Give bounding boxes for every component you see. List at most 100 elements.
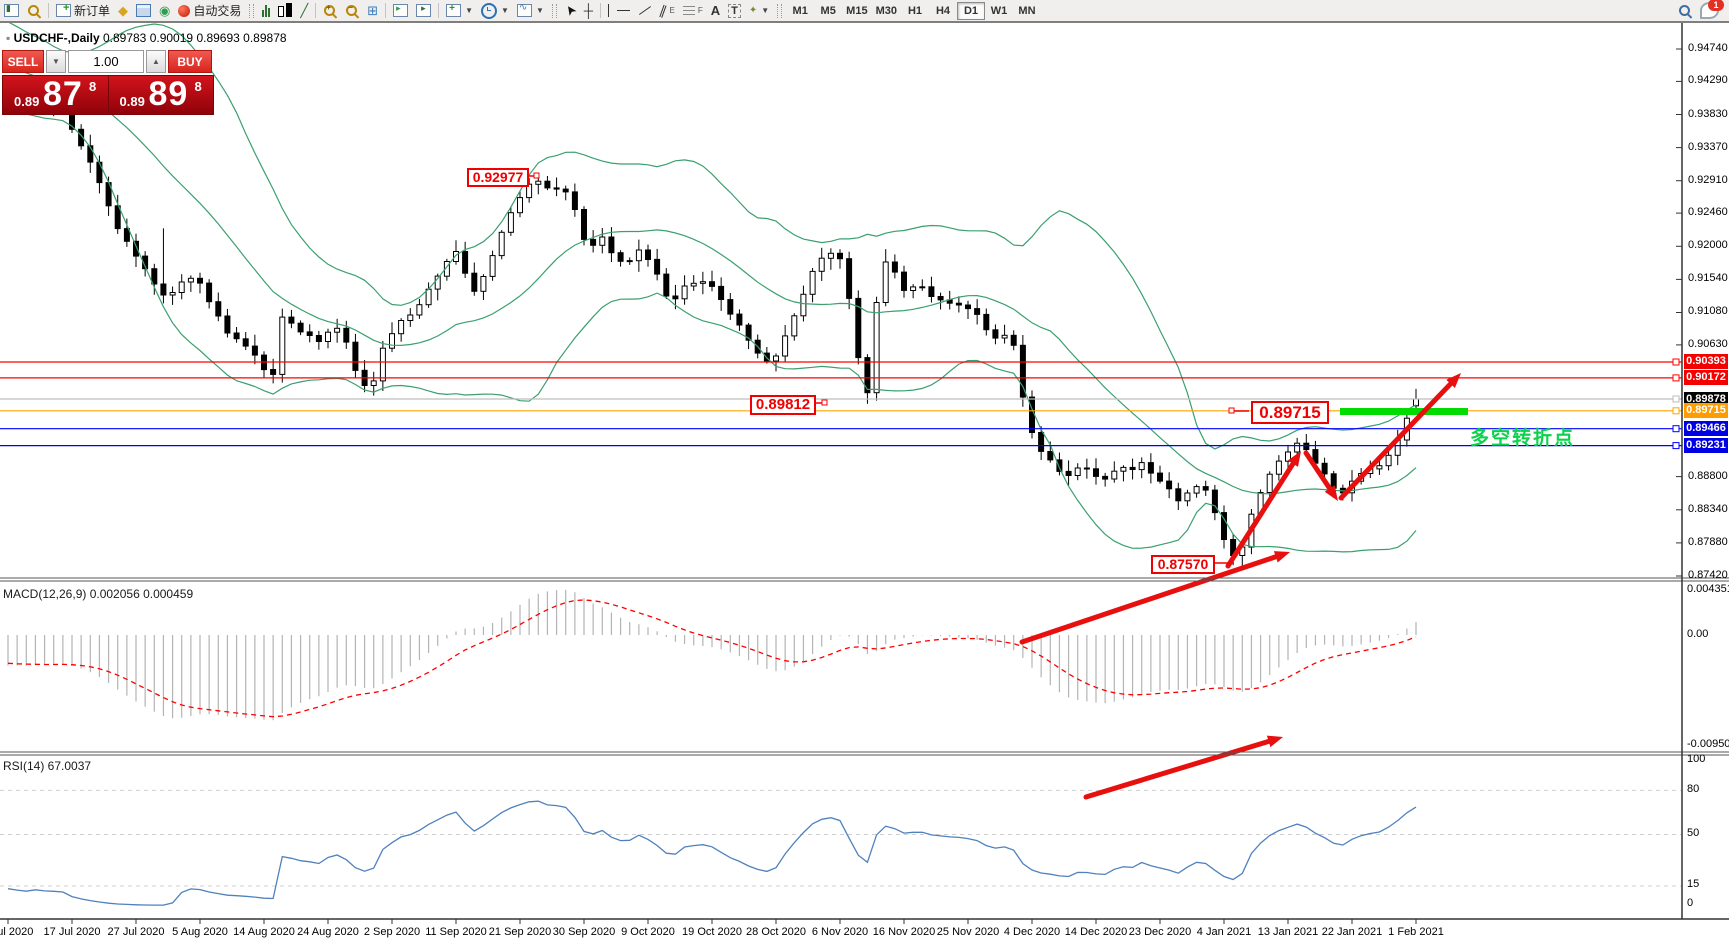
buy-quote[interactable]: 0.89 89 8 <box>109 75 214 114</box>
trendline-tool-button[interactable] <box>634 1 656 20</box>
vertical-line-icon <box>608 4 609 17</box>
cursor-tool-button[interactable]: ➤ <box>561 1 580 20</box>
news-button[interactable]: ◉ <box>155 1 174 20</box>
sell-button[interactable]: SELL <box>2 50 44 73</box>
new-chart-button[interactable]: ▮ <box>0 1 23 20</box>
line-chart-icon: ╱ <box>300 3 309 18</box>
rsi-scale-label: 80 <box>1687 783 1700 795</box>
price-badge: 0.89715 <box>1684 403 1728 418</box>
volume-input[interactable]: 1.00 <box>68 50 144 73</box>
chart-window-icon: ▮ <box>4 3 19 17</box>
notification-badge: 1 <box>1708 0 1724 11</box>
vline-tool-button[interactable] <box>604 1 613 20</box>
label-tool-button[interactable]: T <box>724 1 745 20</box>
volume-up-button[interactable]: ▲ <box>146 50 166 73</box>
add-indicator-icon: + <box>446 3 462 17</box>
printer-icon <box>136 4 152 17</box>
tile-windows-button[interactable]: ⊞ <box>363 1 382 20</box>
timeframe-button-M15[interactable]: M15 <box>846 4 868 17</box>
period-button[interactable]: ▼ <box>477 1 513 20</box>
timeframe-button-H1[interactable]: H1 <box>907 4 923 17</box>
turning-point-annotation[interactable]: 多空转折点 <box>1470 428 1576 449</box>
date-axis-label: 22 Jan 2021 <box>1321 926 1383 938</box>
date-axis-label: 14 Aug 2020 <box>233 926 295 938</box>
price-label-peak[interactable]: 0.92977 <box>467 168 529 187</box>
price-axis-tick: 0.88800 <box>1688 470 1728 482</box>
price-axis-tick: 0.92460 <box>1688 206 1728 218</box>
new-order-button[interactable]: + 新订单 <box>52 1 114 20</box>
text-label-icon: T <box>728 3 741 18</box>
rsi-scale-label: 15 <box>1687 878 1700 890</box>
candlestick-button[interactable] <box>274 1 296 20</box>
buy-button[interactable]: BUY <box>168 50 212 73</box>
hline-tool-button[interactable] <box>613 1 634 20</box>
volume-down-button[interactable]: ▼ <box>46 50 66 73</box>
quote-display: 0.89 87 8 0.89 89 8 <box>2 75 214 115</box>
bar-chart-icon <box>262 4 271 17</box>
dropdown-arrow-icon: ▼ <box>465 6 474 15</box>
bar-chart-button[interactable] <box>258 1 274 20</box>
candlestick-icon <box>278 3 293 17</box>
crosshair-icon: ┼ <box>583 3 593 18</box>
tile-windows-icon: ⊞ <box>367 3 379 18</box>
price-axis-tick: 0.94290 <box>1688 74 1728 86</box>
zoom-out-button[interactable]: − <box>341 1 363 20</box>
buy-price-pip: 8 <box>194 79 202 94</box>
chart-shift-button[interactable]: ▸ <box>389 1 412 20</box>
horizontal-line-icon <box>617 10 630 11</box>
price-axis-tick: 0.94740 <box>1688 42 1728 54</box>
timeframe-button-W1[interactable]: W1 <box>990 4 1008 17</box>
auto-scroll-button[interactable]: ▸ <box>412 1 435 20</box>
price-axis-tick: 0.91540 <box>1688 272 1728 284</box>
timeframe-button-M1[interactable]: M1 <box>792 4 808 17</box>
timeframe-button-MN[interactable]: MN <box>1018 4 1036 17</box>
zoom-in-button[interactable]: + <box>319 1 341 20</box>
date-axis-label: 4 Jan 2021 <box>1196 926 1252 938</box>
add-indicator-button[interactable]: + ▼ <box>442 1 477 20</box>
timeframe-button-D1[interactable]: D1 <box>956 1 985 20</box>
channel-tool-button[interactable]: ∥ E <box>657 2 675 19</box>
sell-quote[interactable]: 0.89 87 8 <box>3 75 109 114</box>
price-axis-tick: 0.91080 <box>1688 305 1728 317</box>
arrows-tool-button[interactable]: ✦ ▼ <box>745 1 773 20</box>
price-axis-tick: 0.88340 <box>1688 503 1728 515</box>
price-label-shelf[interactable]: 0.89812 <box>750 395 816 415</box>
price-badge: 0.90393 <box>1684 354 1728 369</box>
search-icon[interactable] <box>1678 4 1692 18</box>
timeframe-button-M5[interactable]: M5 <box>820 4 836 17</box>
date-axis-label: 17 Jul 2020 <box>43 926 101 938</box>
trendline-icon <box>638 6 652 15</box>
fibonacci-tool-button[interactable]: F <box>679 1 707 20</box>
arrows-icon: ✦ <box>748 5 758 16</box>
template-icon: ∿ <box>516 2 532 17</box>
macd-scale-label: -0.009504 <box>1687 738 1729 750</box>
timeframe-button-M30[interactable]: M30 <box>875 4 897 17</box>
sell-price-small: 0.89 <box>14 94 40 109</box>
timeframe-button-H4[interactable]: H4 <box>935 4 951 17</box>
quote-low: 0.89693 <box>196 31 240 45</box>
price-axis-tick: 0.90630 <box>1688 338 1728 350</box>
notification-icon[interactable]: 1 <box>1700 0 1724 19</box>
dropdown-arrow-icon: ▼ <box>501 6 509 15</box>
date-axis-label: 5 Aug 2020 <box>172 926 228 938</box>
channel-icon: ∥ <box>657 2 669 19</box>
date-axis-label: 28 Oct 2020 <box>746 926 806 938</box>
text-tool-button[interactable]: A <box>707 1 724 20</box>
depth-button[interactable]: ◆ <box>114 1 132 20</box>
price-label-bottom[interactable]: 0.87570 <box>1151 555 1215 574</box>
rsi-scale-label: 100 <box>1687 753 1706 765</box>
gold-cube-icon: ◆ <box>118 3 129 18</box>
template-button[interactable]: ∿ ▼ <box>513 1 548 20</box>
date-axis-label: 24 Aug 2020 <box>297 926 359 938</box>
price-label-entry[interactable]: 0.89715 <box>1251 401 1329 424</box>
line-chart-button[interactable]: ╱ <box>296 1 312 20</box>
symbol-period-label: USDCHF-,Daily <box>13 31 100 45</box>
buy-price-small: 0.89 <box>119 94 145 109</box>
toolbar: ▮ + 新订单 ◆ ◉ 自动交易 ╱ + − ⊞ ▸ ▸ + ▼ ▼ ∿ ▼ ➤ ┼ <box>0 0 1729 23</box>
crosshair-tool-button[interactable]: ┼ <box>580 1 597 20</box>
autotrade-button[interactable]: 自动交易 <box>174 1 245 20</box>
chart-preview-button[interactable] <box>23 1 45 20</box>
print-button[interactable] <box>132 1 155 20</box>
